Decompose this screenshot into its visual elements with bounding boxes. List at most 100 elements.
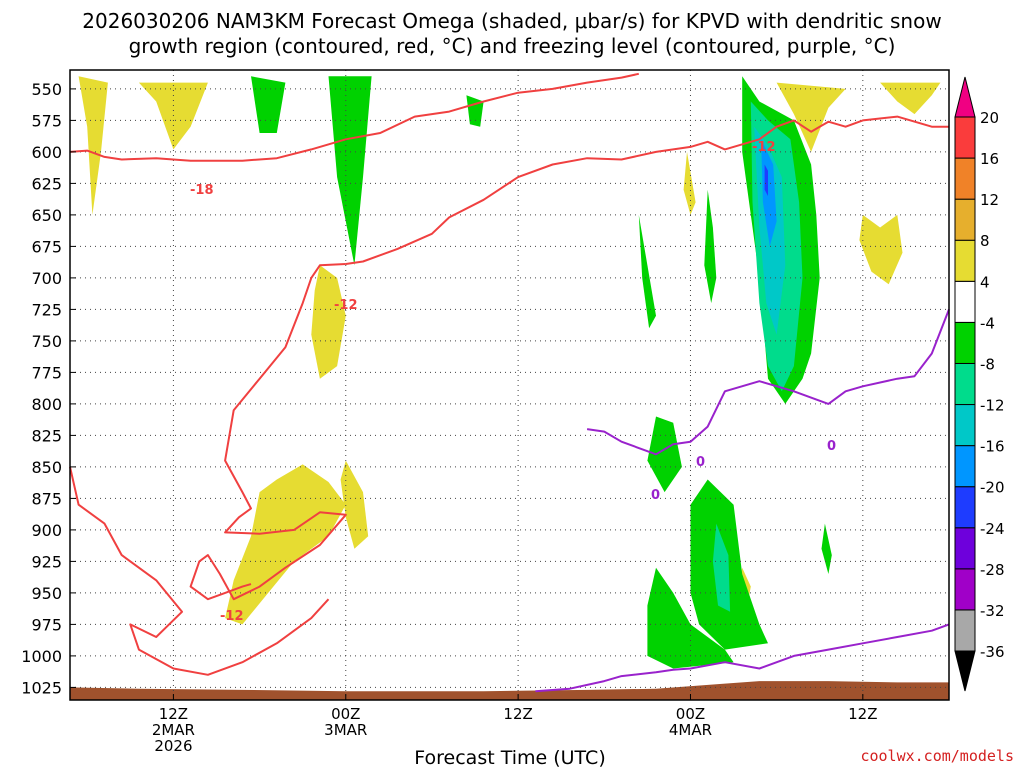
x-tick-label-42-1: 4MAR <box>669 721 712 739</box>
colorbar-swatch-1 <box>954 568 976 611</box>
y-tick-label-725: 725 <box>31 300 62 319</box>
contour-label-zero-b: 0 <box>651 488 660 503</box>
colorbar-swatch-5 <box>954 404 976 447</box>
y-tick-label-675: 675 <box>31 237 62 256</box>
contour-dgz_left_-12C <box>69 466 330 676</box>
omega-region-8 <box>683 151 696 215</box>
contour-dgz_lower_loop_-12C <box>189 263 347 601</box>
x-tick-label-12-1: 2MAR <box>152 721 195 739</box>
omega-region-12 <box>466 95 484 127</box>
contour-line-layer <box>69 72 950 693</box>
colorbar-label-3: -24 <box>980 520 1005 538</box>
colorbar-swatch-2 <box>954 527 976 570</box>
contour-label-minus18: -18 <box>190 183 214 198</box>
x-axis-label: Forecast Time (UTC) <box>414 747 605 768</box>
contour-label-minus12-mid: -12 <box>334 298 358 313</box>
y-tick-label-900: 900 <box>31 521 62 540</box>
y-tick-label-600: 600 <box>31 143 62 162</box>
plot-frame <box>69 69 950 701</box>
colorbar-swatch-7 <box>954 321 976 364</box>
colorbar-label-9: 4 <box>980 273 990 291</box>
colorbar-label-10: 8 <box>980 232 990 250</box>
contour-label-zero-c: 0 <box>827 439 836 454</box>
y-axis-ticks: 550 575 600 625 650 675 700 725 750 775 800 825 850 8… <box>21 80 76 697</box>
x-tick-label-52-0: 12Z <box>848 705 877 723</box>
colorbar-swatch-4 <box>954 445 976 488</box>
omega-region-2 <box>225 464 346 625</box>
omega-region-15 <box>647 567 734 669</box>
omega-region-16 <box>690 479 768 650</box>
credit-text: coolwx.com/models <box>860 747 1014 765</box>
colorbar-label-11: 12 <box>980 191 999 209</box>
colorbar-swatch-11 <box>954 157 976 200</box>
colorbar-swatch-6 <box>954 362 976 406</box>
chart-title-line2: growth region (contoured, red, °C) and f… <box>129 34 896 58</box>
contour-dgz_bottom_-12C <box>345 115 949 265</box>
contour-label-minus12-upper: -12 <box>752 140 776 155</box>
y-tick-label-750: 750 <box>31 332 62 351</box>
colorbar-bottom-arrow <box>954 650 976 692</box>
x-tick-label-12-0: 12Z <box>159 705 188 723</box>
colorbar-swatch-3 <box>954 486 976 529</box>
colorbar-swatch-8 <box>954 280 976 323</box>
omega-region-10 <box>251 76 286 133</box>
y-tick-label-575: 575 <box>31 111 62 130</box>
colorbar-label-0: -36 <box>980 643 1005 661</box>
y-tick-label-875: 875 <box>31 489 62 508</box>
omega-region-19 <box>821 523 832 574</box>
terrain-region-25 <box>70 681 949 700</box>
y-tick-label-975: 975 <box>31 615 62 634</box>
omega-region-1 <box>78 76 108 215</box>
omega-region-14 <box>647 416 682 493</box>
y-tick-label-1025: 1025 <box>21 678 62 697</box>
y-tick-label-950: 950 <box>31 584 62 603</box>
colorbar-label-13: 20 <box>980 109 999 127</box>
colorbar-swatch-10 <box>954 198 976 241</box>
contour-freezing_level_upper_0C <box>586 309 950 456</box>
y-tick-label-850: 850 <box>31 458 62 477</box>
colorbar-swatch-0 <box>954 609 976 652</box>
omega-region-5 <box>776 82 846 152</box>
x-tick-label-32-0: 12Z <box>503 705 532 723</box>
y-tick-label-925: 925 <box>31 552 62 571</box>
chart-title-line1: 2026030206 NAM3KM Forecast Omega (shaded… <box>82 9 941 33</box>
x-tick-label-22-0: 00Z <box>331 705 360 723</box>
y-tick-label-650: 650 <box>31 206 62 225</box>
y-tick-label-550: 550 <box>31 80 62 99</box>
x-tick-label-22-1: 3MAR <box>324 721 367 739</box>
y-tick-label-800: 800 <box>31 395 62 414</box>
grid-lines <box>70 70 949 700</box>
y-tick-label-775: 775 <box>31 363 62 382</box>
colorbar-label-6: -12 <box>980 397 1005 415</box>
omega-region-11 <box>328 76 372 266</box>
colorbar: -36 -32 -28 -24 -20 -16 -12 -8 -4 4 8 12 16 20 <box>954 76 1005 692</box>
omega-region-6 <box>880 82 941 115</box>
colorbar-label-4: -20 <box>980 479 1005 497</box>
omega-region-24 <box>764 164 768 196</box>
omega-region-3 <box>311 265 346 379</box>
contour-dgz_top_-18C <box>69 72 640 162</box>
colorbar-label-12: 16 <box>980 150 999 168</box>
y-tick-label-700: 700 <box>31 269 62 288</box>
colorbar-label-5: -16 <box>980 438 1005 456</box>
y-tick-label-1000: 1000 <box>21 647 62 666</box>
omega-region-7 <box>859 214 903 285</box>
colorbar-swatch-12 <box>954 116 976 159</box>
colorbar-label-7: -8 <box>980 355 995 373</box>
omega-region-4 <box>340 460 369 549</box>
contour-freezing_level_0C <box>535 623 950 693</box>
x-tick-label-12-2: 2026 <box>154 737 192 755</box>
colorbar-label-8: -4 <box>980 314 995 332</box>
omega-region-21 <box>712 523 731 612</box>
contour-label-zero-a: 0 <box>696 455 705 470</box>
y-tick-label-625: 625 <box>31 174 62 193</box>
colorbar-label-1: -32 <box>980 602 1005 620</box>
colorbar-label-2: -28 <box>980 561 1005 579</box>
x-tick-label-42-0: 00Z <box>676 705 705 723</box>
omega-region-13 <box>638 214 656 329</box>
omega-shading-layer <box>70 76 949 700</box>
y-tick-label-825: 825 <box>31 426 62 445</box>
contour-label-minus12-lower: -12 <box>220 609 244 624</box>
